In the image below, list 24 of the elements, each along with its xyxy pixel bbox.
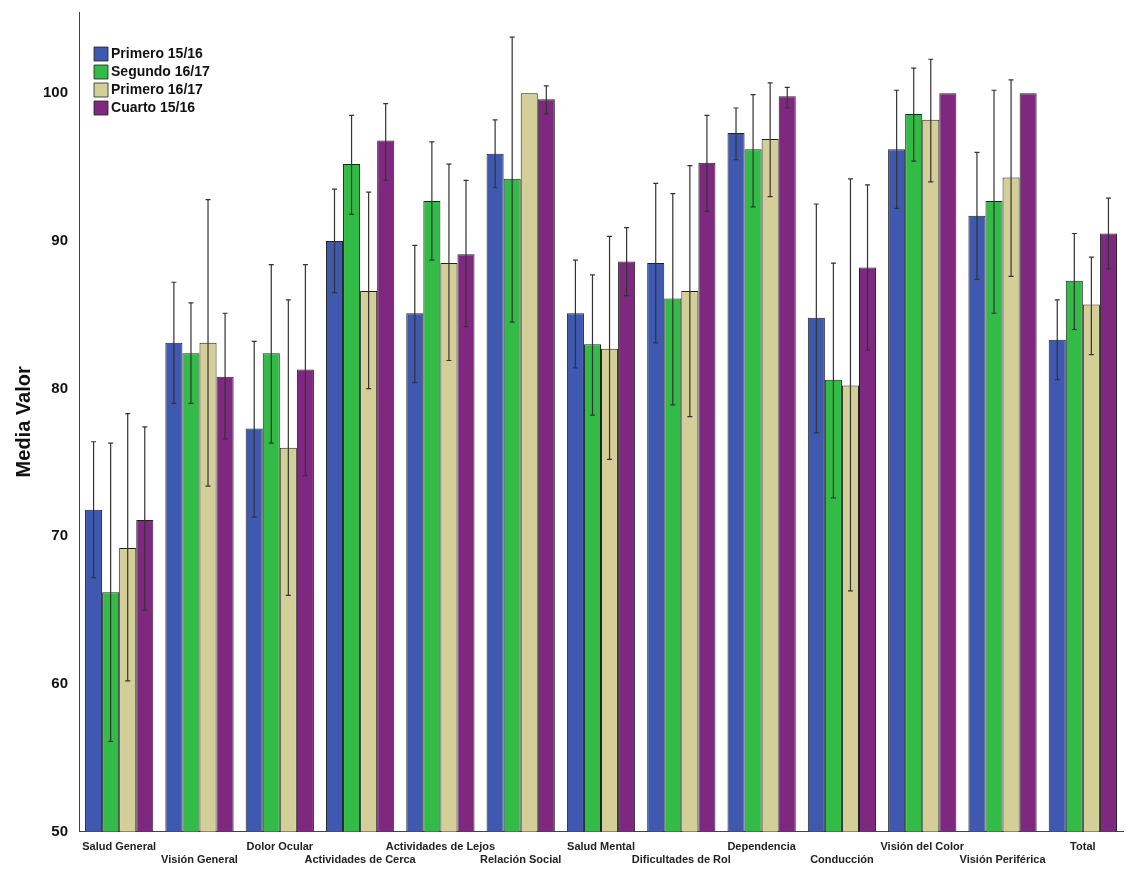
x-tick-label: Dificultades de Rol	[631, 853, 731, 866]
y-tick-label: 60	[51, 674, 69, 692]
x-tick-label: Actividades de Cerca	[304, 853, 417, 866]
x-tick-label: Dependencia	[727, 840, 797, 853]
y-tick-label: 90	[51, 231, 69, 249]
x-tick-label: Dolor Ocular	[246, 840, 314, 853]
x-tick-label: Visión General	[161, 853, 238, 866]
x-tick-label: Total	[1070, 840, 1096, 853]
x-tick-label: Visión del Color	[880, 840, 965, 853]
y-tick-label: 80	[51, 378, 69, 396]
x-tick-label: Conducción	[810, 853, 874, 866]
x-tick-label: Visión Periférica	[959, 853, 1047, 866]
legend-label: Cuarto 15/16	[111, 98, 196, 115]
y-tick-label: 70	[51, 526, 69, 544]
x-tick-label: Actividades de Lejos	[385, 840, 496, 853]
y-tick-label: 100	[43, 83, 69, 101]
x-tick-label: Salud General	[82, 840, 157, 853]
legend-label: Primero 16/17	[111, 80, 204, 97]
y-tick-label: 50	[51, 821, 69, 839]
legend-label: Primero 15/16	[111, 44, 204, 61]
y-axis-title: Media Valor	[11, 366, 34, 478]
x-tick-label: Salud Mental	[567, 840, 635, 853]
x-tick-label: Relación Social	[480, 853, 562, 866]
legend-label: Segundo 16/17	[111, 62, 211, 79]
